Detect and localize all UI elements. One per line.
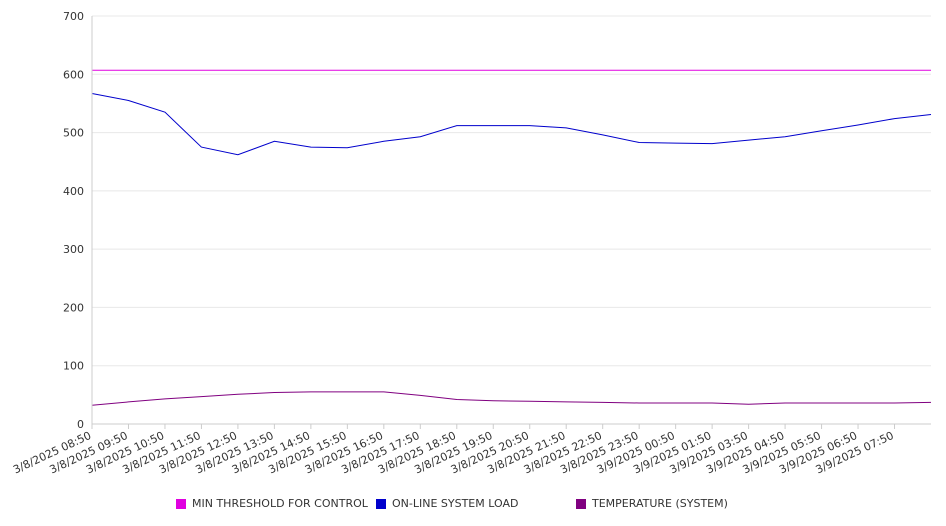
y-tick-label: 300	[63, 243, 84, 256]
legend-swatch-icon	[576, 498, 586, 509]
series-lines	[91, 69, 932, 406]
grid-lines	[92, 15, 931, 367]
x-axis-ticks: 3/8/2025 08:503/8/2025 09:503/8/2025 10:…	[11, 424, 896, 476]
legend-label: TEMPERATURE (SYSTEM)	[592, 497, 728, 510]
y-tick-label: 500	[63, 127, 84, 140]
legend-label: ON-LINE SYSTEM LOAD	[392, 497, 519, 510]
y-axis-ticks: 0 100 200 300 400 500 600 700	[63, 10, 84, 431]
series-line-temperature	[91, 391, 932, 406]
y-tick-label: 100	[63, 360, 84, 373]
y-tick-label: 200	[63, 301, 84, 314]
legend-item-threshold: MIN THRESHOLD FOR CONTROL	[176, 497, 368, 510]
series-line-system-load	[91, 93, 932, 156]
legend-item-system-load: ON-LINE SYSTEM LOAD	[376, 497, 518, 510]
y-tick-label: 400	[63, 185, 84, 198]
y-tick-label: 600	[63, 68, 84, 81]
legend-swatch-icon	[376, 498, 386, 509]
legend-label: MIN THRESHOLD FOR CONTROL	[192, 497, 368, 510]
legend-item-temperature: TEMPERATURE (SYSTEM)	[576, 497, 728, 510]
legend-swatch-icon	[176, 498, 186, 509]
legend: MIN THRESHOLD FOR CONTROL ON-LINE SYSTEM…	[0, 497, 946, 515]
y-tick-label: 0	[77, 418, 84, 431]
y-tick-label: 700	[63, 10, 84, 23]
